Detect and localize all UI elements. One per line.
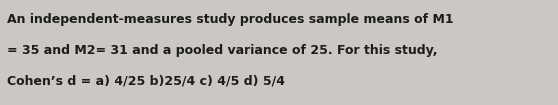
Text: An independent-measures study produces sample means of M1: An independent-measures study produces s… (7, 13, 453, 26)
Text: Cohen’s d = a) 4/25 b)25/4 c) 4/5 d) 5/4: Cohen’s d = a) 4/25 b)25/4 c) 4/5 d) 5/4 (7, 75, 285, 88)
Text: = 35 and M2= 31 and a pooled variance of 25. For this study,: = 35 and M2= 31 and a pooled variance of… (7, 44, 437, 57)
